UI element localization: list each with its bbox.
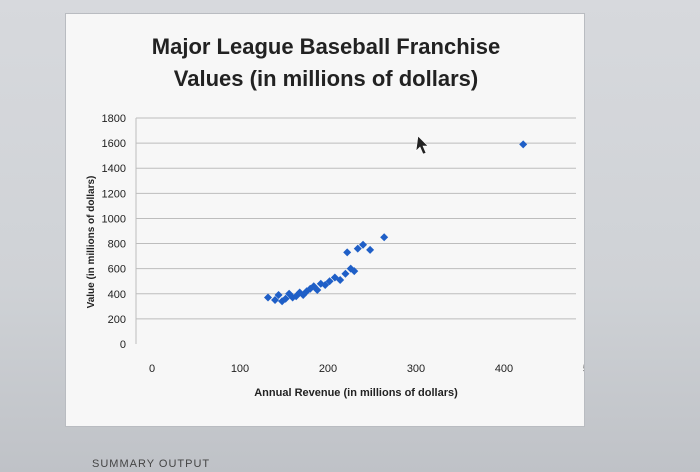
data-point (288, 293, 297, 302)
y-tick-label: 1800 (102, 113, 126, 125)
mouse-cursor-icon (415, 135, 429, 155)
y-axis-label: Value (in millions of dollars) (86, 176, 97, 309)
data-point (309, 282, 318, 291)
x-tick-label: 500 (583, 363, 584, 375)
data-point (380, 233, 389, 242)
data-point (271, 296, 280, 305)
y-tick-label: 1000 (102, 213, 126, 225)
data-point (336, 275, 345, 284)
data-point (366, 245, 375, 254)
data-point (519, 140, 528, 149)
x-tick-label: 300 (407, 363, 425, 375)
y-tick-label: 400 (108, 289, 126, 301)
y-tick-label: 600 (108, 264, 126, 276)
data-point (281, 294, 290, 303)
chart-card: Major League Baseball Franchise Values (… (66, 14, 584, 426)
y-tick-label: 1200 (102, 188, 126, 200)
data-point (321, 280, 330, 289)
summary-output-label: SUMMARY OUTPUT (92, 458, 211, 470)
x-axis-label: Annual Revenue (in millions of dollars) (254, 387, 458, 399)
data-point (274, 291, 283, 300)
data-point (278, 297, 287, 306)
data-point (299, 291, 308, 300)
x-tick-label: 0 (149, 363, 155, 375)
grid-lines (135, 117, 576, 344)
data-point (350, 267, 359, 276)
data-point (359, 240, 368, 249)
x-tick-labels: 0 100 200 300 400 500 (149, 363, 584, 375)
y-tick-labels: 0 200 400 600 800 1000 1200 1400 1600 1800 (102, 113, 126, 351)
x-tick-label: 100 (231, 363, 249, 375)
data-point (341, 269, 350, 278)
y-tick-label: 0 (120, 339, 126, 351)
y-tick-label: 200 (108, 314, 126, 326)
y-tick-label: 1600 (102, 138, 126, 150)
data-point (325, 277, 334, 286)
data-point (264, 293, 272, 302)
x-tick-label: 200 (319, 363, 337, 375)
x-tick-label: 400 (495, 363, 513, 375)
data-points (264, 140, 528, 306)
chart-title-line-2: Values (in millions of dollars) (174, 66, 478, 91)
chart-title-line-1: Major League Baseball Franchise (152, 34, 500, 59)
y-tick-label: 800 (108, 239, 126, 251)
y-tick-label: 1400 (102, 163, 126, 175)
data-point (353, 244, 362, 253)
scatter-chart: Major League Baseball Franchise Values (… (86, 34, 584, 399)
data-point (313, 286, 322, 295)
data-point (343, 248, 352, 257)
